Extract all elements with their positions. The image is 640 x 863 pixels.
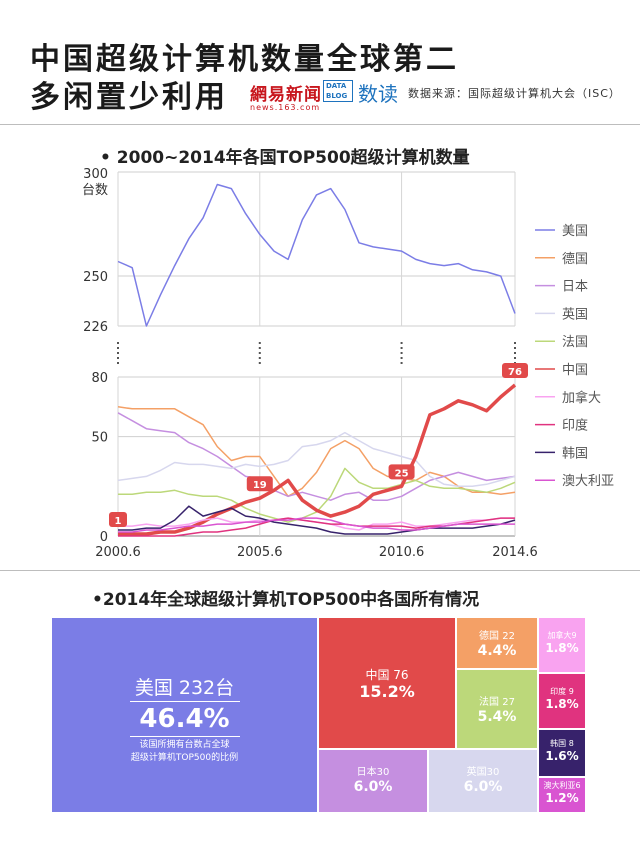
legend-label: 中国 [562,363,588,378]
treemap-cell-japan: 日本30 6.0% [318,749,428,813]
netease-logo: 網易新闻 news.163.com [250,80,322,112]
netease-logo-url: news.163.com [250,103,321,112]
cell-percent: 1.8% [545,641,579,655]
cell-label: 日本30 [356,767,390,778]
cell-label: 中国 76 [365,668,409,682]
x-tick-label: 2014.6 [492,545,538,560]
series-line-澳大利亚 [118,517,515,533]
divider [0,570,640,571]
point-label: 76 [508,367,522,378]
point-label-bg [246,476,273,492]
legend-label: 韩国 [562,446,588,461]
series-line-日本 [117,412,516,501]
treemap-cell-france: 法国 27 5.4% [456,669,538,749]
title-line1: 中国超级计算机数量全球第二 [30,42,459,77]
cell-percent: 6.0% [463,779,503,795]
cell-percent: 5.4% [477,709,517,725]
y-tick-label: 50 [91,431,108,446]
legend-label: 法国 [562,335,588,350]
y-tick-label: 0 [100,530,108,545]
cell-underline [129,701,240,702]
cell-label: 德国 22 [479,631,515,642]
treemap-cell-india: 印度 9 1.8% [538,673,586,729]
series-line-中国 [118,383,517,536]
y-tick-label: 300 [83,167,108,182]
point-label: 1 [115,516,122,527]
treemap-title: •2014年全球超级计算机TOP500中各国所有情况 [92,590,480,610]
legend-label: 加拿大 [562,390,601,406]
legend-label: 印度 [562,418,588,434]
treemap-cell-korea: 韩国 8 1.6% [538,729,586,777]
treemap-cell-china: 中国 76 15.2% [318,617,456,749]
title-line2: 多闲置少利用 [30,80,228,115]
cell-label: 加拿大9 [547,631,577,640]
point-label-bg [109,512,127,528]
cell-percent: 1.6% [545,749,579,763]
cell-percent: 6.0% [353,779,393,795]
treemap-cell-australia: 澳大利亚6 1.2% [538,777,586,813]
treemap-cell-uk: 英国30 6.0% [428,749,538,813]
cell-label: 英国30 [466,767,500,778]
shudu-logo: 数读 [358,82,398,106]
y-tick-label: 250 [83,270,108,285]
cell-note: 超级计算机TOP500的比例 [130,753,239,763]
y-tick-label: 226 [83,320,108,335]
treemap-cell-us: 美国 232台 46.4% 该国所拥有台数占全球 超级计算机TOP500的比例 [51,617,318,813]
x-tick-label: 2005.6 [237,545,283,560]
series-line-美国 [117,183,516,327]
point-label-bg [388,464,415,480]
x-tick-label: 2000.6 [95,545,141,560]
netease-logo-text: 網易新闻 [250,85,322,105]
cell-percent: 4.4% [477,643,517,659]
series-line-法国 [118,467,516,523]
country-treemap: 美国 232台 46.4% 该国所拥有台数占全球 超级计算机TOP500的比例 … [51,617,586,813]
divider [0,124,640,125]
series-line-德国 [117,406,516,498]
cell-label: 印度 9 [550,687,574,696]
point-label: 25 [395,468,409,479]
legend-label: 日本 [562,280,588,295]
series-line-韩国 [118,505,516,535]
cell-percent: 46.4% [139,704,230,734]
cell-percent: 15.2% [359,682,415,701]
datablog-logo: DATA BLOG [323,80,353,102]
cell-label: 美国 232台 [134,677,235,699]
legend-label: 英国 [562,307,588,322]
treemap-cell-germany: 德国 22 4.4% [456,617,538,669]
legend-label: 澳大利亚 [562,473,614,489]
data-source: 数据来源：国际超级计算机大会（ISC） [408,87,621,100]
legend-label: 德国 [562,252,588,267]
cell-note: 该国所拥有台数占全球 [139,740,230,750]
y-tick-label: 80 [91,371,108,386]
y-axis-unit: 台数 [82,183,108,198]
series-line-英国 [117,431,516,488]
cell-percent: 1.8% [545,697,579,711]
cell-label: 澳大利亚6 [543,781,581,790]
cell-percent: 1.2% [545,791,579,805]
line-chart-title: • 2000~2014年各国TOP500超级计算机数量 [100,148,470,168]
point-label: 19 [253,480,267,491]
legend-label: 美国 [562,224,588,239]
cell-label: 韩国 8 [550,739,574,748]
cell-underline [129,736,240,737]
treemap-cell-canada: 加拿大9 1.8% [538,617,586,673]
point-label-bg [502,362,528,378]
cell-label: 法国 27 [479,697,515,708]
x-tick-label: 2010.6 [379,545,425,560]
